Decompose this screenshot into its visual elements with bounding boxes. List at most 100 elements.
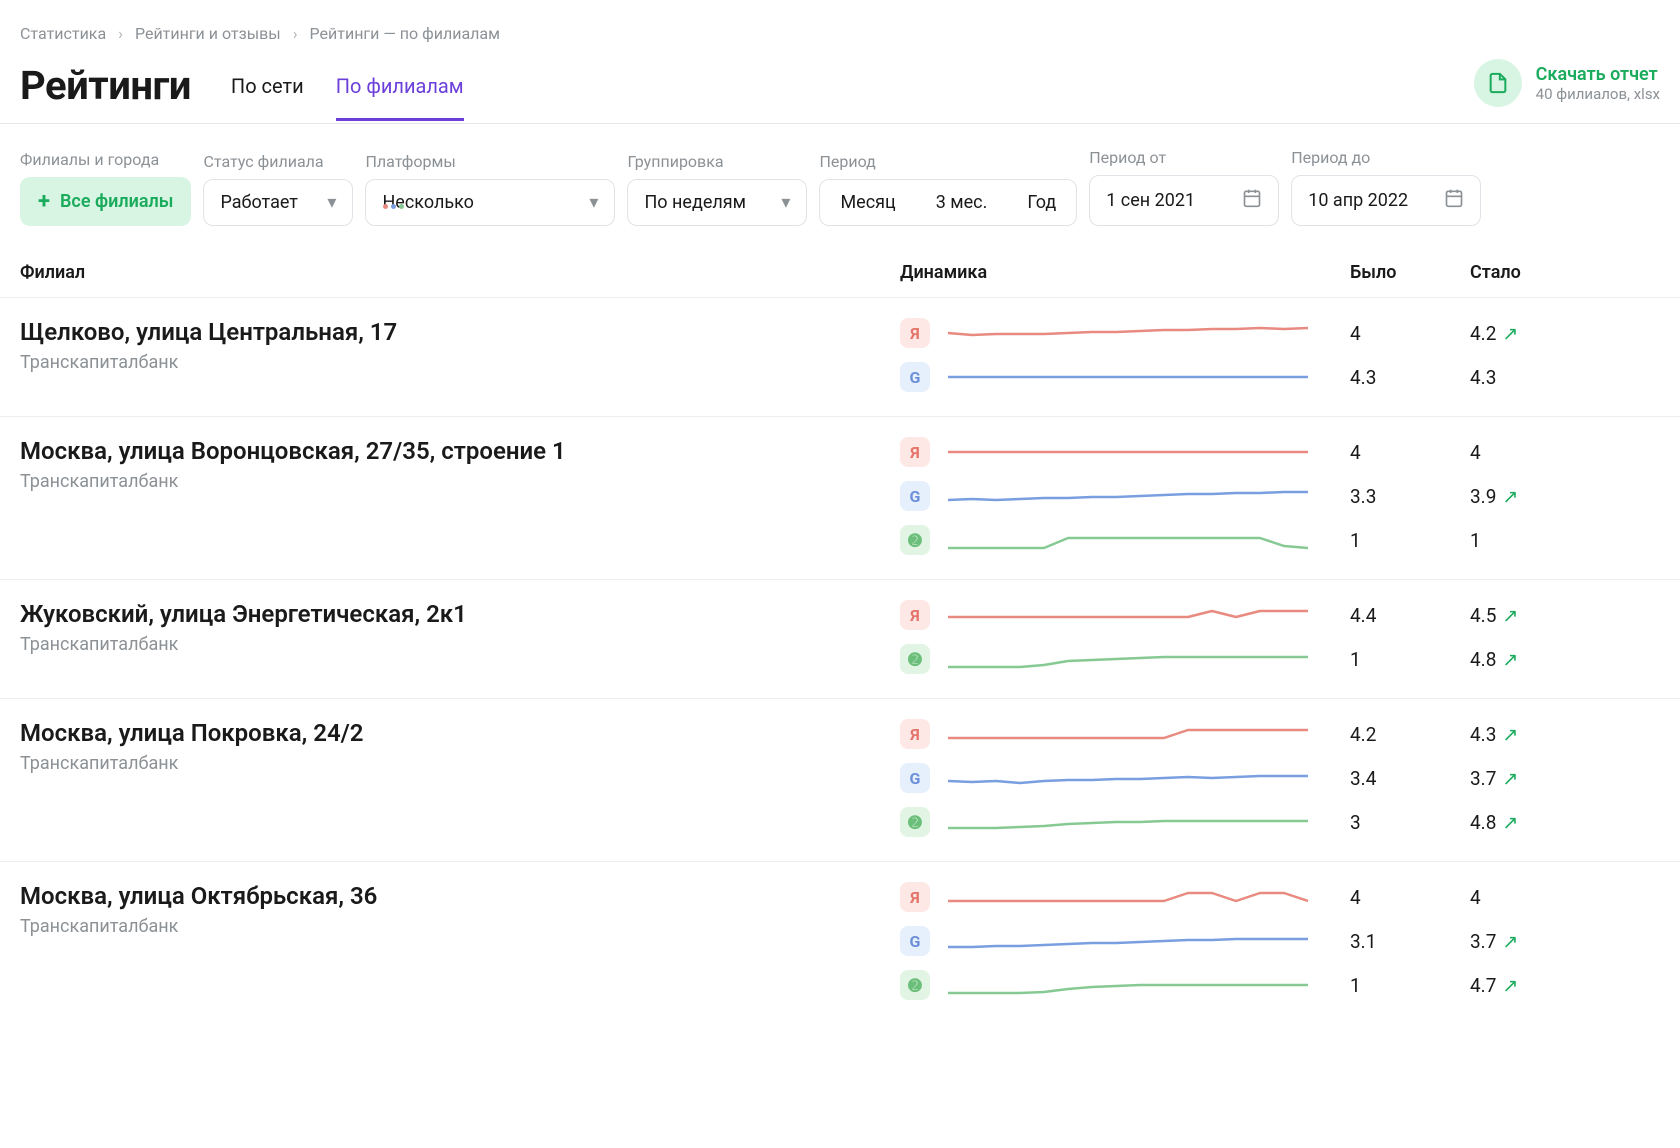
was-value: 1 <box>1350 525 1470 555</box>
chevron-right-icon: › <box>118 24 123 43</box>
sparkline <box>948 484 1308 508</box>
tab-network[interactable]: По сети <box>231 62 304 121</box>
period-month[interactable]: Месяц <box>820 180 915 225</box>
col-was: Было <box>1350 262 1470 283</box>
filter-grouping-select[interactable]: По неделям ▾ <box>627 179 807 226</box>
was-value: 4 <box>1350 318 1470 348</box>
branch-name[interactable]: Москва, улица Покровка, 24/2 <box>20 719 900 747</box>
was-value: 4.2 <box>1350 719 1470 749</box>
filter-grouping-label: Группировка <box>627 152 807 171</box>
breadcrumb-current: Рейтинги — по филиалам <box>310 24 500 43</box>
download-title: Скачать отчет <box>1536 64 1660 85</box>
google-icon: G <box>900 362 930 392</box>
filter-period-label: Период <box>819 152 1077 171</box>
download-sub: 40 филиалов, xlsx <box>1536 85 1660 103</box>
table-row: Щелково, улица Центральная, 17 Транскапит… <box>0 297 1680 416</box>
arrow-up-icon: ↗ <box>1502 767 1518 790</box>
now-value: 4.3↗ <box>1470 719 1660 749</box>
yandex-icon: Я <box>900 882 930 912</box>
table-row: Жуковский, улица Энергетическая, 2к1 Тран… <box>0 579 1680 698</box>
sparkline-row: Я <box>900 318 1350 348</box>
sparkline-row: ➋ <box>900 970 1350 1000</box>
branch-sub: Транскапиталбанк <box>20 634 900 655</box>
now-value: 3.9↗ <box>1470 481 1660 511</box>
now-value: 4.8↗ <box>1470 644 1660 674</box>
was-value: 4 <box>1350 437 1470 467</box>
now-value: 4.2↗ <box>1470 318 1660 348</box>
sparkline <box>948 973 1308 997</box>
calendar-icon <box>1242 188 1262 213</box>
filter-branches-chip[interactable]: + Все филиалы <box>20 177 191 226</box>
sparkline <box>948 440 1308 464</box>
filter-branches-label: Филиалы и города <box>20 150 191 169</box>
caret-down-icon: ▾ <box>327 192 336 213</box>
date-from-input[interactable]: 1 сен 2021 <box>1089 175 1279 226</box>
branch-sub: Транскапиталбанк <box>20 916 900 937</box>
period-year[interactable]: Год <box>1007 180 1076 225</box>
sparkline <box>948 722 1308 746</box>
download-report-button[interactable]: Скачать отчет 40 филиалов, xlsx <box>1474 59 1660 123</box>
breadcrumb-stats[interactable]: Статистика <box>20 24 106 43</box>
now-value: 4.3 <box>1470 362 1660 392</box>
branch-name[interactable]: Жуковский, улица Энергетическая, 2к1 <box>20 600 900 628</box>
branch-name[interactable]: Щелково, улица Центральная, 17 <box>20 318 900 346</box>
arrow-up-icon: ↗ <box>1502 930 1518 953</box>
col-now: Стало <box>1470 262 1660 283</box>
was-value: 4 <box>1350 882 1470 912</box>
branch-sub: Транскапиталбанк <box>20 753 900 774</box>
now-value: 1 <box>1470 525 1660 555</box>
yandex-icon: Я <box>900 719 930 749</box>
tab-branches[interactable]: По филиалам <box>336 62 464 121</box>
was-value: 3.4 <box>1350 763 1470 793</box>
table-row: Москва, улица Воронцовская, 27/35, строе… <box>0 416 1680 579</box>
calendar-icon <box>1444 188 1464 213</box>
arrow-up-icon: ↗ <box>1502 974 1518 997</box>
yandex-icon: Я <box>900 600 930 630</box>
2gis-icon: ➋ <box>900 970 930 1000</box>
arrow-up-icon: ↗ <box>1502 322 1518 345</box>
was-value: 4.4 <box>1350 600 1470 630</box>
filter-status-select[interactable]: Работает ▾ <box>203 179 353 226</box>
breadcrumb-ratings-reviews[interactable]: Рейтинги и отзывы <box>135 24 281 43</box>
sparkline-row: ➋ <box>900 807 1350 837</box>
arrow-up-icon: ↗ <box>1502 604 1518 627</box>
caret-down-icon: ▾ <box>781 192 790 213</box>
filter-to-label: Период до <box>1291 148 1481 167</box>
filter-platforms-select[interactable]: Несколько ▾ <box>365 179 615 226</box>
was-value: 1 <box>1350 970 1470 1000</box>
plus-icon: + <box>38 189 50 214</box>
2gis-icon: ➋ <box>900 807 930 837</box>
google-icon: G <box>900 926 930 956</box>
sparkline <box>948 365 1308 389</box>
sparkline <box>948 766 1308 790</box>
sparkline <box>948 810 1308 834</box>
sparkline-row: G <box>900 362 1350 392</box>
breadcrumb: Статистика › Рейтинги и отзывы › Рейтинг… <box>0 0 1680 51</box>
now-value: 4 <box>1470 437 1660 467</box>
date-to-input[interactable]: 10 апр 2022 <box>1291 175 1481 226</box>
arrow-up-icon: ↗ <box>1502 811 1518 834</box>
was-value: 4.3 <box>1350 362 1470 392</box>
chevron-right-icon: › <box>293 24 298 43</box>
google-icon: G <box>900 763 930 793</box>
col-dynamics: Динамика <box>900 262 1350 283</box>
branch-name[interactable]: Москва, улица Октябрьская, 36 <box>20 882 900 910</box>
sparkline <box>948 321 1308 345</box>
sparkline-row: Я <box>900 437 1350 467</box>
yandex-icon: Я <box>900 437 930 467</box>
sparkline <box>948 885 1308 909</box>
arrow-up-icon: ↗ <box>1502 723 1518 746</box>
col-branch: Филиал <box>20 262 900 283</box>
sparkline <box>948 528 1308 552</box>
sparkline-row: Я <box>900 719 1350 749</box>
sparkline-row: Я <box>900 882 1350 912</box>
sparkline-row: G <box>900 481 1350 511</box>
now-value: 4 <box>1470 882 1660 912</box>
was-value: 3 <box>1350 807 1470 837</box>
yandex-icon: Я <box>900 318 930 348</box>
2gis-icon: ➋ <box>900 644 930 674</box>
period-3mo[interactable]: 3 мес. <box>916 180 1008 225</box>
branch-sub: Транскапиталбанк <box>20 352 900 373</box>
branch-name[interactable]: Москва, улица Воронцовская, 27/35, строе… <box>20 437 900 465</box>
caret-down-icon: ▾ <box>589 192 598 213</box>
